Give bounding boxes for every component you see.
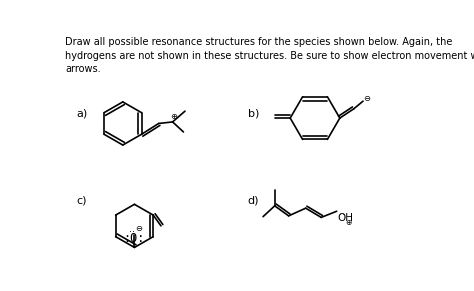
Text: :O:: :O:	[124, 232, 145, 245]
Text: ⊖: ⊖	[364, 94, 370, 102]
Text: ⊕: ⊕	[170, 112, 177, 121]
Text: c): c)	[76, 196, 87, 205]
Text: OH: OH	[337, 213, 354, 223]
Text: ..: ..	[339, 208, 345, 217]
Text: ..: ..	[129, 224, 135, 234]
Text: ⊖: ⊖	[136, 224, 143, 233]
Text: a): a)	[76, 109, 88, 118]
Text: Draw all possible resonance structures for the species shown below. Again, the
h: Draw all possible resonance structures f…	[65, 37, 474, 74]
Text: b): b)	[247, 109, 259, 118]
Text: ⊕: ⊕	[345, 218, 352, 227]
Text: d): d)	[247, 196, 259, 205]
